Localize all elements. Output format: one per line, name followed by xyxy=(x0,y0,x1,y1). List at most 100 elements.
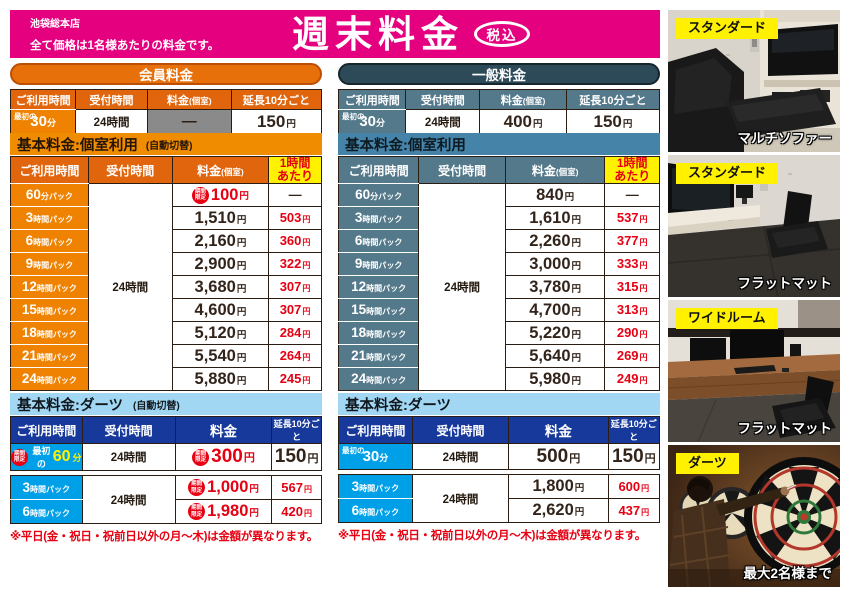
pack-cell: 18時間パック xyxy=(337,321,420,346)
fee-cell: 5,120円 xyxy=(171,321,270,346)
per-hour-cell: 245円 xyxy=(268,367,322,392)
reception-merged-cell: 24時間 xyxy=(411,474,510,523)
photo-caption: マルチソファー xyxy=(737,131,833,146)
auto-switch-note: (自動切替) xyxy=(133,400,180,412)
fee-cell: 5,980円 xyxy=(504,367,606,392)
col-usage-time: ご利用時間 xyxy=(9,89,77,110)
per-hour-cell: — xyxy=(268,183,322,208)
table-title: 基本料金:個室利用 xyxy=(345,137,466,154)
table-row: 15時間パック 4,600円 307円 xyxy=(10,298,322,323)
per-hour-cell: 333円 xyxy=(604,252,660,277)
fee-cell: 400円 xyxy=(479,109,567,134)
fee-cell: 1,610円 xyxy=(504,206,606,231)
limited-badge: 期間 限定 xyxy=(188,479,206,496)
per-hour-cell: 284円 xyxy=(268,321,322,346)
per-hour-cell: 503円 xyxy=(268,206,322,231)
pack-cell: 3時間パック xyxy=(10,475,83,500)
table-title-bar: 基本料金:個室利用 xyxy=(338,133,660,156)
tax-included-badge: 税込 xyxy=(474,21,530,47)
col-extension: 延長10分ごと xyxy=(271,416,322,444)
fee-cell: 5,220円 xyxy=(504,321,606,346)
table-row: 6時間パック 2,160円 360円 xyxy=(10,229,322,254)
pack-cell: 3時間パック xyxy=(338,474,413,499)
table-row: 60分パック 24時間 840円 — xyxy=(337,183,660,392)
table-row: 最初の 30分 24時間 — 150円 xyxy=(9,109,323,134)
pack-cell: 24時間パック xyxy=(10,367,89,392)
table-title-bar: 基本料金:ダーツ (自動切替) xyxy=(10,393,322,416)
col-extension: 延長10分ごと xyxy=(565,89,661,110)
table-row: 12時間パック 3,680円 307円 xyxy=(10,275,322,300)
table-row: 21時間パック 5,640円 269円 xyxy=(337,344,660,369)
extension-cell: 150円 xyxy=(230,109,323,134)
page-title: 週末料金 xyxy=(292,13,464,55)
reception-cell: 24時間 xyxy=(411,443,510,470)
header-row: ご利用時間 受付時間 料金(個室) 延長10分ごと xyxy=(337,89,661,110)
fee-cell: 期間 限定 300 円 xyxy=(174,443,273,471)
general-intro-panel: 一般料金 ご利用時間 受付時間 料金(個室) 延長10分ごと 最初の 30分 2… xyxy=(337,63,661,134)
pack-cell: 21時間パック xyxy=(337,344,420,369)
time-cell: 最初の 30分 xyxy=(338,443,413,470)
photo-wideroom-flatmat: ワイドルーム フラットマット xyxy=(668,300,840,442)
photo-caption: 最大2名様まで xyxy=(743,566,832,581)
pack-cell: 3時間パック xyxy=(337,206,420,231)
col-fee: 料金(個室) xyxy=(146,89,232,110)
table-row: 6時間パック 期間 限定 1,980 円 420円 xyxy=(10,499,322,524)
per-hour-cell: — xyxy=(604,183,660,208)
table-row: 6時間パック 2,260円 377円 xyxy=(337,229,660,254)
general-darts-table: 基本料金:ダーツ ご利用時間 受付時間 料金 延長10分ごと 最初の 30分 2… xyxy=(338,393,661,543)
table-row: 12時間パック 3,780円 315円 xyxy=(337,275,660,300)
header-row: ご利用時間 受付時間 料金(個室) 1時間 あたり xyxy=(10,155,322,185)
col-reception-time: 受付時間 xyxy=(411,416,510,444)
per-hour-cell: 264円 xyxy=(268,344,322,369)
pack-cell: 6時間パック xyxy=(338,498,413,523)
pack-cell: 24時間パック xyxy=(337,367,420,392)
photo-tag: スタンダード xyxy=(676,163,779,184)
per-hour-cell: 307円 xyxy=(268,275,322,300)
table-title: 基本料金:ダーツ xyxy=(17,397,124,414)
table-row: 21時間パック 5,540円 264円 xyxy=(10,344,322,369)
photo-tag: ダーツ xyxy=(676,453,739,474)
page-header: 池袋総本店 全て価格は1名様あたりの料金です。 週末料金 税込 xyxy=(10,10,660,58)
table-row: 9時間パック 2,900円 322円 xyxy=(10,252,322,277)
photo-standard-multisofa: スタンダード マルチソファー xyxy=(668,10,840,152)
fee-cell: 3,680円 xyxy=(171,275,270,300)
fee-cell: 1,800円 xyxy=(508,474,609,499)
darts-photo-image xyxy=(668,445,840,587)
pack-cell: 9時間パック xyxy=(10,252,89,277)
col-usage-time: ご利用時間 xyxy=(337,89,407,110)
fee-cell: 期間 限定 100 円 xyxy=(171,183,270,208)
fee-cell: 5,880円 xyxy=(171,367,270,392)
member-darts-table: 基本料金:ダーツ (自動切替) ご利用時間 受付時間 料金 延長10分ごと 期間… xyxy=(10,393,322,544)
extension-cell: 150円 xyxy=(271,443,322,471)
table-row: 18時間パック 5,120円 284円 xyxy=(10,321,322,346)
col-reception-time: 受付時間 xyxy=(405,89,481,110)
general-basic-room-table: 基本料金:個室利用 ご利用時間 受付時間 料金(個室) 1時間 あたり 60分パッ… xyxy=(337,133,660,392)
col-usage-time: ご利用時間 xyxy=(337,155,420,185)
weekday-note: ※平日(金・祝日・祝前日以外の月〜木)は金額が異なります。 xyxy=(10,531,318,543)
time-cell: 最初の 30分 xyxy=(9,109,77,134)
time-cell: 最初の 30分 xyxy=(337,109,407,134)
table-row: 3時間パック 1,610円 537円 xyxy=(337,206,660,231)
per-hour-cell: 269円 xyxy=(604,344,660,369)
member-intro-panel: 会員料金 ご利用時間 受付時間 料金(個室) 延長10分ごと 最初の 30分 2… xyxy=(9,63,323,134)
table-row: 18時間パック 5,220円 290円 xyxy=(337,321,660,346)
col-fee: 料金(個室) xyxy=(504,155,606,185)
per-hour-cell: 307円 xyxy=(268,298,322,323)
pack-cell: 60分パック xyxy=(10,183,89,208)
fee-cell: 期間 限定 1,980 円 xyxy=(174,499,273,524)
auto-switch-note: (自動切替) xyxy=(145,140,193,152)
extension-cell: 150円 xyxy=(607,443,661,470)
per-hour-cell: 290円 xyxy=(604,321,660,346)
pack-cell: 18時間パック xyxy=(10,321,89,346)
member-intro-table: ご利用時間 受付時間 料金(個室) 延長10分ごと 最初の 30分 24時間 —… xyxy=(9,89,323,134)
header-row: ご利用時間 受付時間 料金(個室) 1時間 あたり xyxy=(337,155,660,185)
per-hour-cell: 537円 xyxy=(604,206,660,231)
limited-badge: 期間 限定 xyxy=(188,503,206,520)
col-extension: 延長10分ごと xyxy=(607,416,661,444)
per-cell: 600円 xyxy=(607,474,661,499)
per-hour-cell: 322円 xyxy=(268,252,322,277)
per-cell: 437円 xyxy=(607,498,661,523)
table-row: 24時間パック 5,980円 249円 xyxy=(337,367,660,392)
fee-cell: — xyxy=(146,109,232,134)
table-row: 24時間パック 5,880円 245円 xyxy=(10,367,322,392)
